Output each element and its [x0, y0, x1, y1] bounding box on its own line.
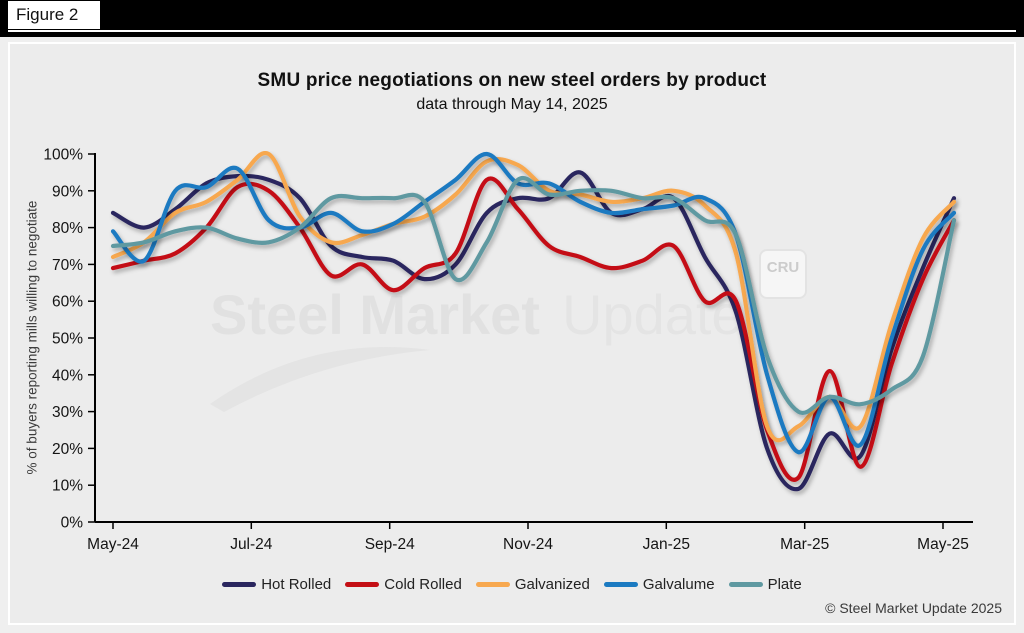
- y-tick-label: 80%: [52, 220, 83, 237]
- cru-watermark: CRU: [759, 249, 807, 299]
- smu-watermark: Steel Market Update: [210, 283, 743, 412]
- price-negotiations-line-chart: Steel Market Update CRU 0% 10% 20% 30% 40% 50% 60…: [43, 147, 973, 553]
- chart-panel: SMU price negotiations on new steel orde…: [8, 42, 1016, 625]
- legend-swatch-cold-rolled: [345, 581, 380, 587]
- legend-swatch-galvanized: [475, 581, 510, 587]
- legend-swatch-galvalume: [603, 581, 638, 587]
- legend-label: Plate: [767, 575, 802, 593]
- top-black-bar: Figure 2: [0, 0, 1024, 37]
- topbar-underline: [8, 30, 1016, 32]
- y-tick-label: 100%: [43, 147, 83, 164]
- x-tick-label: May-25: [917, 536, 969, 553]
- series-line-plate: [110, 175, 957, 416]
- legend-label: Cold Rolled: [384, 575, 462, 593]
- legend-label: Galvanized: [514, 575, 590, 593]
- x-tick-label: Nov-24: [503, 536, 553, 553]
- y-tick-label: 60%: [52, 294, 83, 311]
- watermark-swoosh: [210, 347, 430, 412]
- svg-text:Update: Update: [562, 283, 743, 346]
- legend-item-hot-rolled: Hot Rolled: [222, 576, 331, 593]
- copyright-text: © Steel Market Update 2025: [825, 600, 1002, 616]
- legend-item-galvalume: Galvalume: [603, 575, 715, 593]
- x-tick-label: Sep-24: [365, 536, 415, 553]
- y-tick-label: 30%: [52, 404, 83, 421]
- figure-label-tab: Figure 2: [8, 1, 100, 29]
- svg-text:CRU: CRU: [767, 259, 800, 276]
- y-tick-label: 90%: [52, 183, 83, 200]
- svg-text:Steel Market: Steel Market: [210, 283, 540, 346]
- chart-title: SMU price negotiations on new steel orde…: [257, 70, 767, 91]
- y-tick-label: 50%: [52, 331, 83, 348]
- legend-item-galvanized: Galvanized: [475, 575, 590, 593]
- chart-subtitle: data through May 14, 2025: [416, 96, 608, 113]
- x-tick-label: Jul-24: [230, 536, 273, 553]
- y-tick-label: 70%: [52, 257, 83, 274]
- y-tick-label: 10%: [52, 478, 83, 495]
- x-tick-label: Mar-25: [780, 536, 829, 553]
- legend-label: Galvalume: [642, 575, 715, 593]
- chart-legend: Hot Rolled Cold Rolled Galvanized Galvalume…: [10, 572, 1014, 596]
- series-line-cold-rolled: [110, 176, 957, 482]
- legend-swatch-plate: [728, 581, 763, 587]
- x-tick-label: May-24: [87, 536, 139, 553]
- y-tick-label: 0%: [61, 515, 84, 532]
- figure-label: Figure 2: [16, 5, 79, 24]
- legend-label: Hot Rolled: [261, 575, 332, 593]
- y-tick-label: 20%: [52, 441, 83, 458]
- y-tick-label: 40%: [52, 367, 83, 384]
- legend-item-plate: Plate: [728, 575, 802, 593]
- legend-item-cold-rolled: Cold Rolled: [345, 576, 462, 593]
- x-tick-label: Jan-25: [643, 536, 690, 553]
- legend-swatch-hot-rolled: [222, 581, 257, 587]
